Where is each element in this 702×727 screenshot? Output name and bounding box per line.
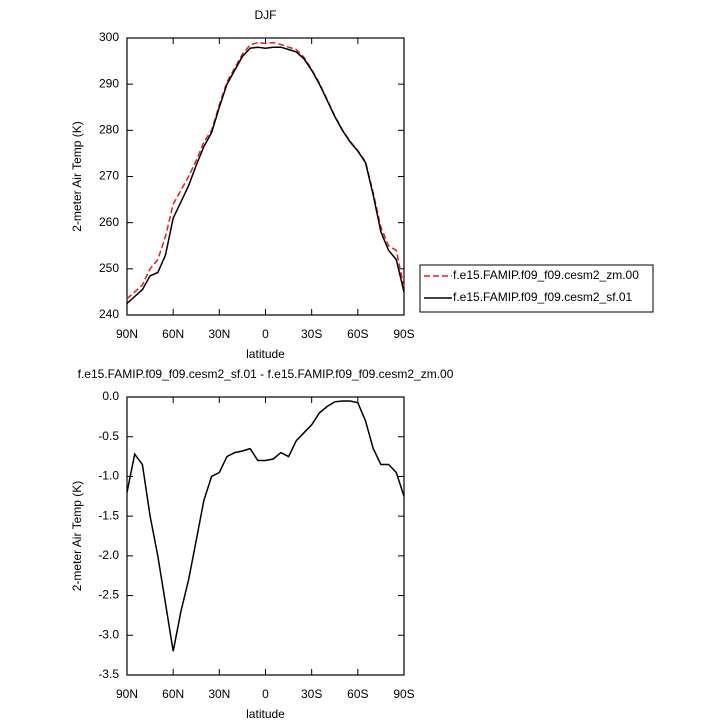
y-tick-label: -3.5 [98,667,119,681]
chart-title: f.e15.FAMIP.f09_f09.cesm2_sf.01 - f.e15.… [78,367,454,381]
x-tick-label: 30S [301,687,322,701]
chart-title: DJF [255,8,277,22]
plot-frame [126,396,405,676]
y-tick-label: 300 [99,30,119,44]
x-tick-label: 90N [116,687,138,701]
x-tick-label: 60N [162,687,184,701]
y-axis-label: 2-meter Air Temp (K) [70,121,84,231]
x-tick-label: 60N [162,327,184,341]
x-tick-label: 90N [116,327,138,341]
x-tick-label: 30N [208,687,230,701]
y-tick-label: 0.0 [102,389,119,403]
y-tick-label: -0.5 [98,429,119,443]
y-tick-label: 260 [99,215,119,229]
data-line [126,400,405,652]
x-tick-label: 0 [262,327,269,341]
y-tick-label: -2.0 [98,548,119,562]
legend-box [419,264,654,313]
data-line [126,46,405,305]
y-tick-label: -3.0 [98,627,119,641]
data-line [126,41,405,300]
x-tick-label: 0 [262,687,269,701]
x-axis-label: latitude [246,347,285,361]
y-tick-label: -1.5 [98,508,119,522]
y-tick-label: 280 [99,123,119,137]
legend-label: f.e15.FAMIP.f09_f09.cesm2_sf.01 [453,290,633,304]
x-tick-label: 90S [393,687,414,701]
x-axis-label: latitude [246,707,285,721]
x-tick-label: 30S [301,327,322,341]
y-tick-label: -2.5 [98,588,119,602]
plot-frame [126,37,405,316]
y-tick-label: 250 [99,261,119,275]
x-tick-label: 30N [208,327,230,341]
y-tick-label: 270 [99,169,119,183]
y-axis-label: 2-meter Air Temp (K) [70,481,84,591]
y-tick-label: 290 [99,76,119,90]
x-tick-label: 90S [393,327,414,341]
y-tick-label: 240 [99,307,119,321]
x-tick-label: 60S [347,327,368,341]
x-tick-label: 60S [347,687,368,701]
legend-label: f.e15.FAMIP.f09_f09.cesm2_zm.00 [453,268,639,282]
y-tick-label: -1.0 [98,469,119,483]
